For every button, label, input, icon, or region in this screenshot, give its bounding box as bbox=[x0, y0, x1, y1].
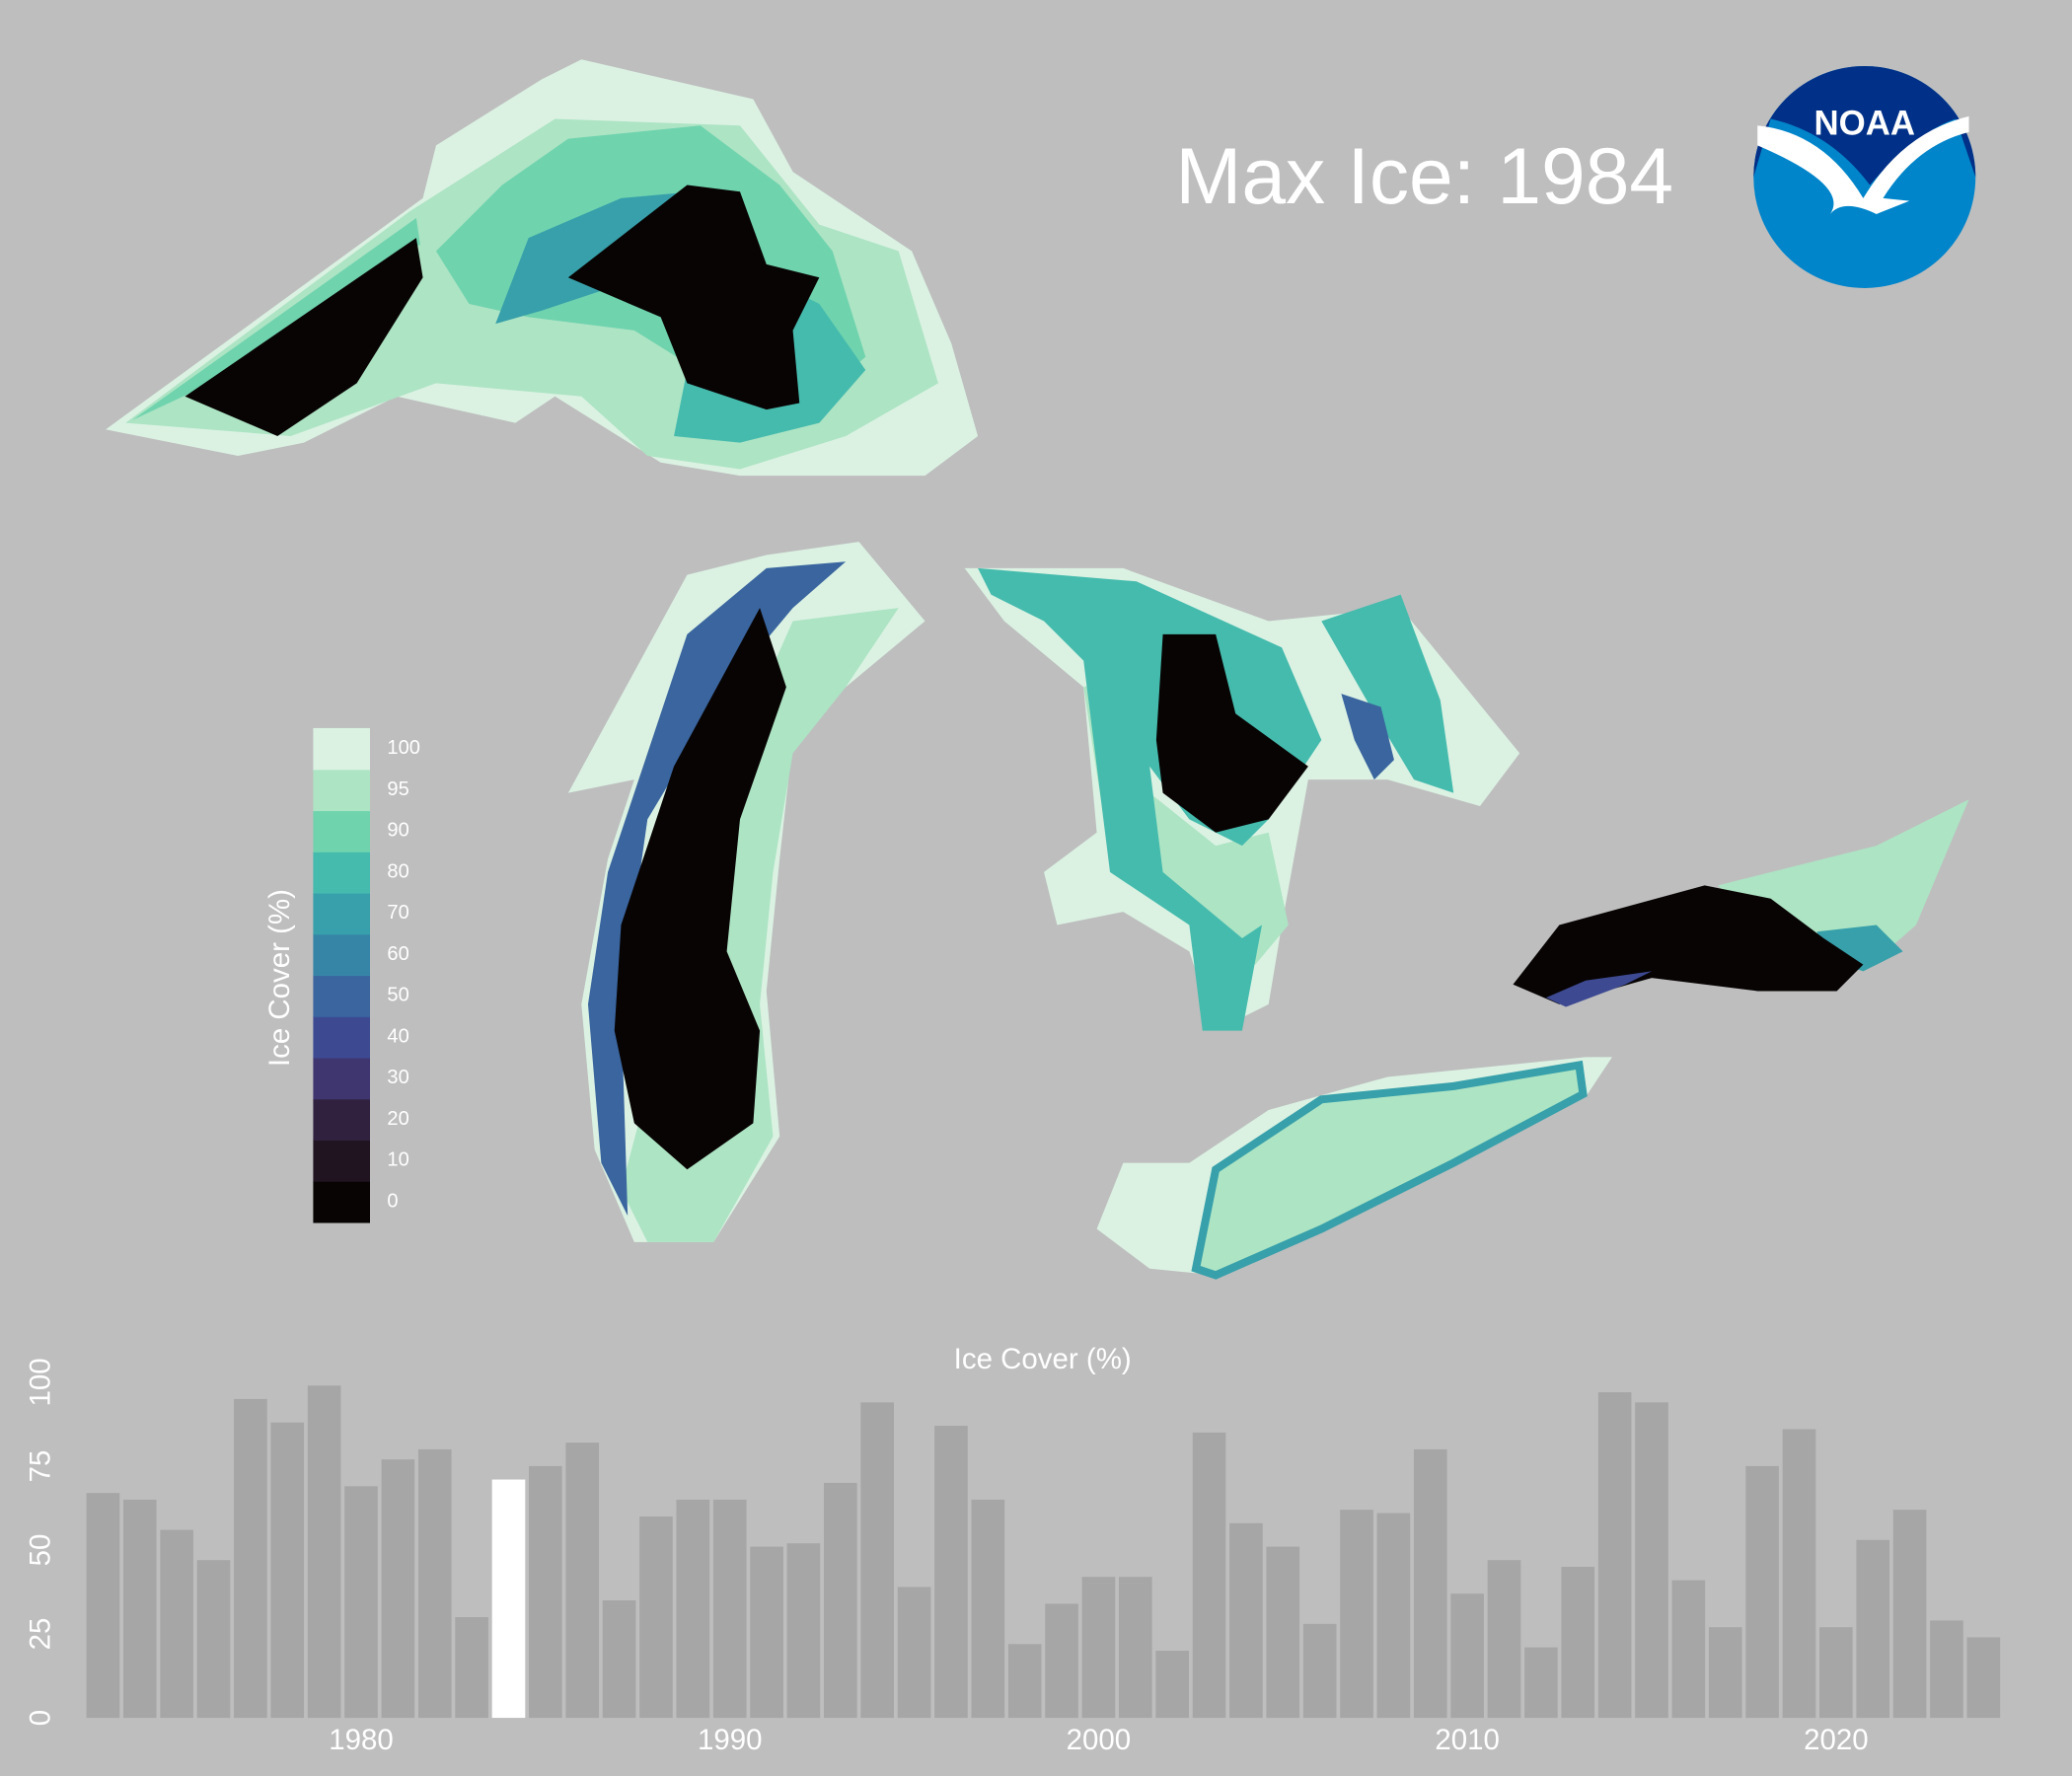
bar bbox=[1708, 1627, 1742, 1719]
legend-label: 100 bbox=[387, 737, 420, 759]
bar bbox=[344, 1486, 378, 1719]
x-tick-label: 2000 bbox=[1067, 1724, 1132, 1756]
lake-ontario bbox=[1513, 799, 1969, 1007]
bar bbox=[234, 1398, 267, 1719]
lake-huron bbox=[964, 567, 1520, 1031]
legend-label: 80 bbox=[387, 860, 408, 882]
bar bbox=[1007, 1644, 1042, 1719]
bar bbox=[86, 1493, 120, 1719]
x-tick-label: 1980 bbox=[329, 1724, 394, 1756]
bar bbox=[602, 1600, 636, 1719]
bar bbox=[1155, 1651, 1189, 1719]
bar bbox=[1966, 1637, 2001, 1719]
x-tick-label: 1990 bbox=[698, 1724, 763, 1756]
bar bbox=[1561, 1566, 1595, 1719]
bar bbox=[491, 1479, 526, 1719]
y-tick-label: 100 bbox=[25, 1358, 57, 1406]
bar bbox=[1819, 1627, 1853, 1719]
bar bbox=[1045, 1603, 1078, 1719]
lake-michigan bbox=[567, 542, 925, 1242]
bar bbox=[1118, 1577, 1152, 1719]
bar bbox=[750, 1546, 783, 1719]
y-tick-label: 0 bbox=[25, 1710, 57, 1726]
bar bbox=[1266, 1546, 1300, 1719]
bar bbox=[1229, 1522, 1263, 1719]
bar bbox=[676, 1499, 710, 1719]
chart-title: Max Ice: 1984 bbox=[1175, 132, 1673, 221]
bar bbox=[971, 1499, 1005, 1719]
bar bbox=[1192, 1432, 1226, 1719]
bar bbox=[860, 1402, 895, 1719]
legend-swatch bbox=[313, 1140, 370, 1182]
bar bbox=[897, 1587, 931, 1719]
legend-label: 90 bbox=[387, 820, 408, 842]
bar bbox=[1302, 1623, 1337, 1719]
bar bbox=[417, 1448, 452, 1719]
legend-swatch bbox=[313, 769, 370, 812]
x-tick-label: 2010 bbox=[1435, 1724, 1500, 1756]
bar bbox=[529, 1465, 562, 1719]
bar bbox=[1745, 1465, 1779, 1719]
bar bbox=[307, 1385, 341, 1719]
legend-label: 30 bbox=[387, 1067, 408, 1088]
bar bbox=[639, 1516, 673, 1719]
bar bbox=[1892, 1510, 1927, 1719]
bar bbox=[1597, 1392, 1632, 1719]
x-tick-label: 2020 bbox=[1804, 1724, 1869, 1756]
bar bbox=[786, 1543, 821, 1719]
bar bbox=[1782, 1429, 1816, 1719]
bar bbox=[1524, 1647, 1558, 1719]
bar bbox=[1930, 1620, 1963, 1719]
bar bbox=[824, 1482, 857, 1719]
bar bbox=[122, 1499, 157, 1719]
axis-title: Ice Cover (%) bbox=[954, 1343, 1132, 1375]
legend-swatch bbox=[313, 1098, 370, 1142]
bar bbox=[160, 1529, 193, 1719]
bar bbox=[1635, 1402, 1668, 1719]
y-tick-label: 75 bbox=[25, 1450, 57, 1483]
y-tick-label: 50 bbox=[25, 1534, 57, 1567]
bar bbox=[270, 1422, 305, 1719]
legend-label: 60 bbox=[387, 943, 408, 965]
legend-swatch bbox=[313, 810, 370, 852]
bar bbox=[455, 1617, 488, 1719]
legend-swatch bbox=[313, 727, 370, 771]
logo-text: NOAA bbox=[1813, 104, 1915, 142]
bar bbox=[565, 1443, 600, 1719]
legend-label: 50 bbox=[387, 985, 408, 1006]
bar bbox=[1450, 1593, 1484, 1719]
lake-superior bbox=[106, 59, 979, 477]
y-tick-label: 25 bbox=[25, 1618, 57, 1651]
legend-title: Ice Cover (%) bbox=[263, 889, 296, 1067]
legend-swatch bbox=[313, 1181, 370, 1223]
legend-swatch bbox=[313, 892, 370, 935]
bar bbox=[1487, 1560, 1521, 1719]
legend-label: 10 bbox=[387, 1149, 408, 1171]
bar bbox=[1376, 1513, 1411, 1719]
bar bbox=[712, 1499, 747, 1719]
bar bbox=[196, 1560, 231, 1719]
lake-erie bbox=[1096, 1057, 1612, 1280]
bar bbox=[1340, 1510, 1373, 1719]
legend-swatch bbox=[313, 933, 370, 977]
legend-label: 95 bbox=[387, 778, 408, 800]
lakes-map bbox=[106, 59, 1969, 1280]
legend-label: 40 bbox=[387, 1025, 408, 1047]
bar bbox=[1856, 1539, 1890, 1719]
legend-swatch bbox=[313, 975, 370, 1017]
bar bbox=[381, 1459, 415, 1719]
legend-swatch bbox=[313, 1057, 370, 1100]
bar bbox=[1081, 1577, 1116, 1719]
legend-label: 70 bbox=[387, 902, 408, 924]
bar bbox=[1413, 1448, 1447, 1719]
bar bbox=[934, 1426, 968, 1719]
legend-label: 20 bbox=[387, 1108, 408, 1130]
bar bbox=[1671, 1580, 1706, 1719]
legend-label: 0 bbox=[387, 1190, 398, 1212]
legend-swatch bbox=[313, 1016, 370, 1059]
legend-swatch bbox=[313, 851, 370, 894]
noaa-logo: NOAA bbox=[1753, 65, 1976, 288]
